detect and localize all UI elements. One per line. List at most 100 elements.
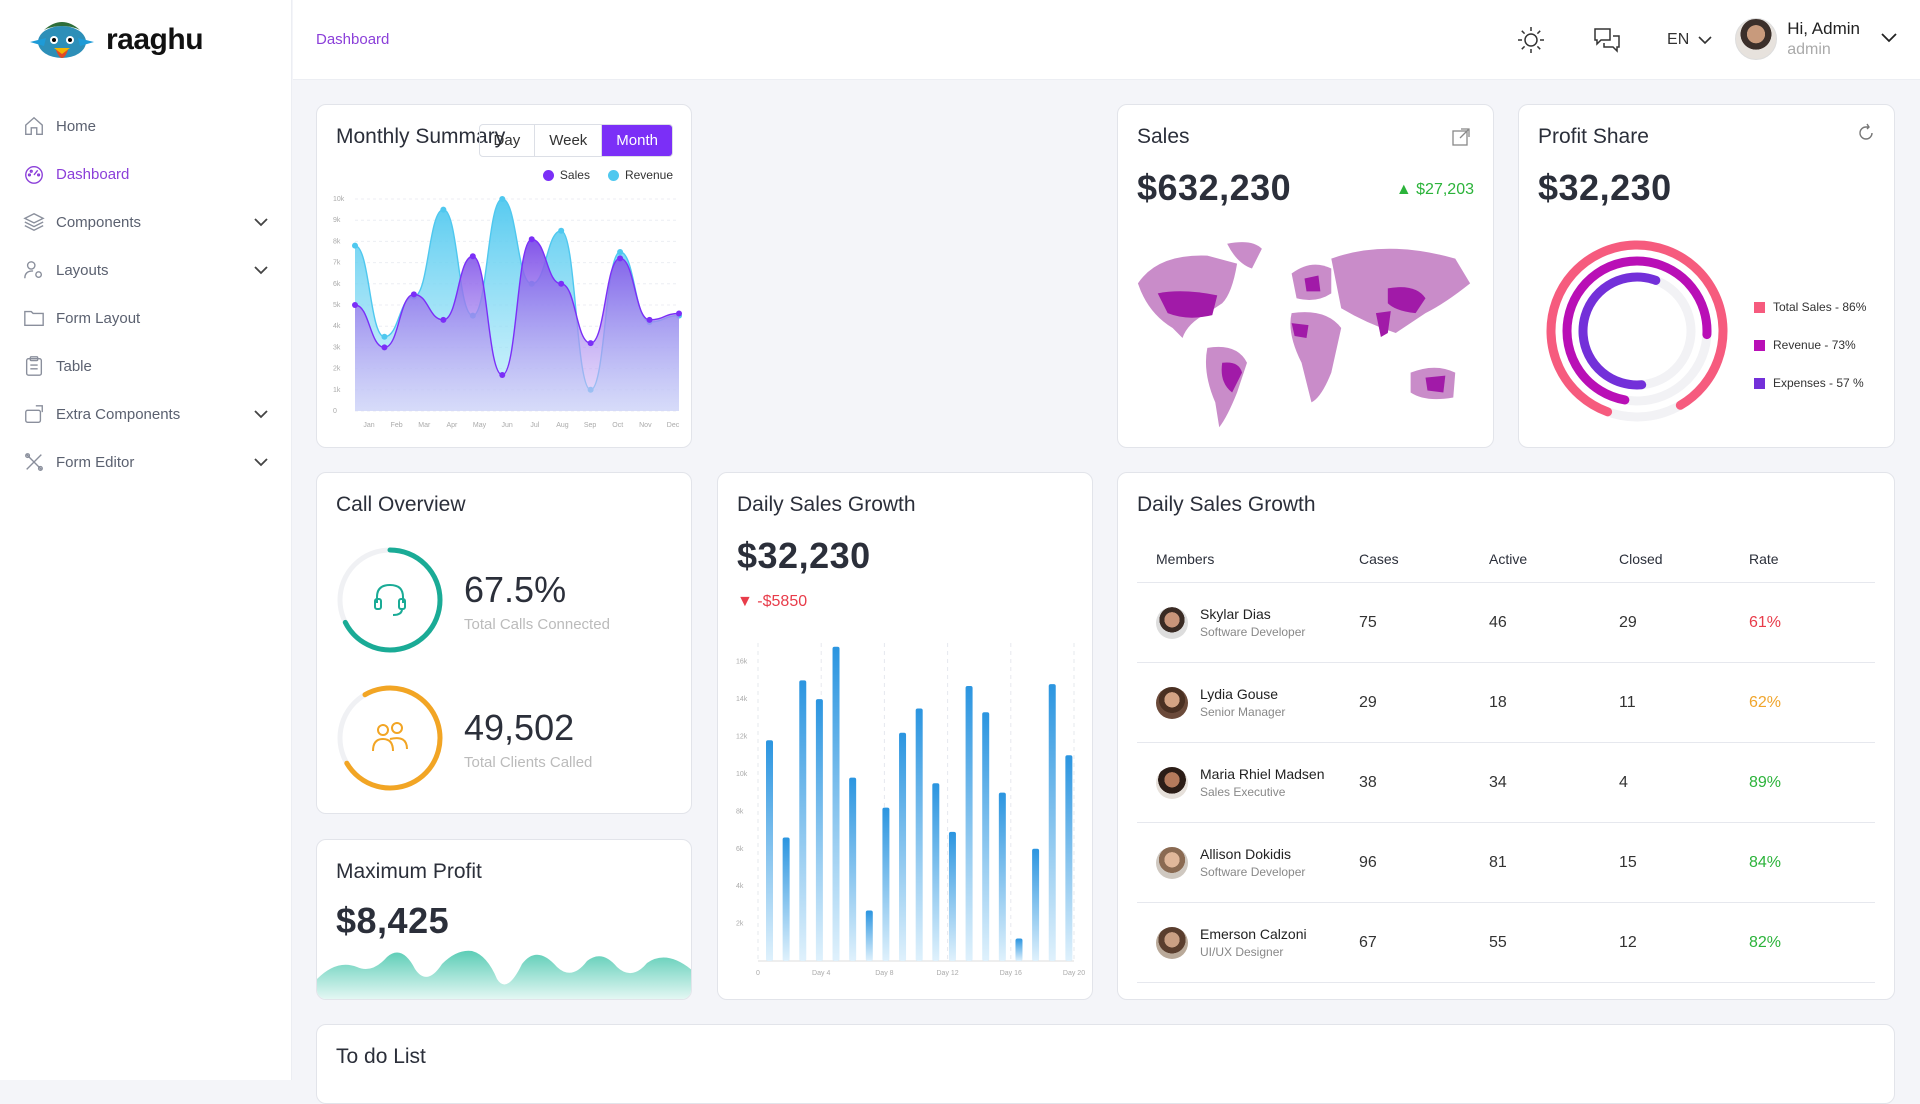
data-point xyxy=(617,249,624,255)
legend-sales[interactable]: Sales xyxy=(559,168,590,182)
y-tick-label: 2k xyxy=(333,366,341,373)
column-header[interactable]: Closed xyxy=(1619,550,1663,567)
sidebar-item-home[interactable]: Home xyxy=(0,102,291,150)
bar xyxy=(1065,755,1073,961)
period-day-button[interactable]: Day xyxy=(480,125,536,156)
chat-button[interactable] xyxy=(1569,0,1645,80)
user-menu[interactable]: Hi, Admin admin xyxy=(1735,18,1920,61)
chevron-down-icon[interactable] xyxy=(253,406,269,422)
bar xyxy=(815,699,823,961)
header-actions: EN Hi, Admin admin xyxy=(1493,0,1920,80)
series-area-sales xyxy=(355,239,679,411)
tools-icon xyxy=(22,450,46,474)
legend-expenses: Expenses - 57 % xyxy=(1773,376,1864,390)
box-icon xyxy=(22,402,46,426)
cases-cell: 96 xyxy=(1359,853,1377,871)
sidebar-item-table[interactable]: Table xyxy=(0,342,291,390)
sidebar-item-extra-components[interactable]: Extra Components xyxy=(0,390,291,438)
chevron-down-icon[interactable] xyxy=(253,262,269,278)
map-brazil xyxy=(1221,362,1243,393)
layers-icon xyxy=(22,210,46,234)
radial-legend: Total Sales - 86% Revenue - 73% Expenses… xyxy=(1754,288,1866,402)
table-row[interactable]: Skylar Dias Software Developer 75 46 29 6… xyxy=(1137,583,1875,663)
sidebar-item-label: Form Layout xyxy=(56,309,141,327)
card-title: Daily Sales Growth xyxy=(737,493,916,516)
sidebar-item-form-editor[interactable]: Form Editor xyxy=(0,438,291,486)
profit-share-card: Profit Share $32,230 Total Sales - 86% R… xyxy=(1518,104,1895,448)
card-title: Daily Sales Growth xyxy=(1137,493,1316,516)
calls-connected-label: Total Calls Connected xyxy=(464,616,610,633)
language-selector[interactable]: EN xyxy=(1645,31,1735,49)
brand[interactable]: raaghu xyxy=(0,0,291,80)
call-overview-card: Call Overview 67.5% Total Calls Connecte… xyxy=(316,472,692,814)
x-tick-label: Oct xyxy=(612,422,623,429)
table-row[interactable]: Allison Dokidis Software Developer 96 81 … xyxy=(1137,823,1875,903)
bar xyxy=(1032,848,1040,961)
down-arrow-icon: ▼ xyxy=(737,593,753,610)
legend-total-sales: Total Sales - 86% xyxy=(1773,300,1867,314)
profit-share-value: $32,230 xyxy=(1538,167,1672,208)
bar xyxy=(1015,938,1023,961)
table-row[interactable]: Lydia Gouse Senior Manager 29 18 11 62% xyxy=(1137,663,1875,743)
data-point xyxy=(558,227,565,234)
period-selector: Day Week Month xyxy=(478,124,673,157)
data-point xyxy=(499,371,506,378)
column-header[interactable]: Members xyxy=(1156,550,1215,567)
sidebar-item-form-layout[interactable]: Form Layout xyxy=(0,294,291,342)
dashboard-icon xyxy=(22,162,46,186)
x-tick-label: Nov xyxy=(639,422,652,429)
avatar xyxy=(1156,846,1188,879)
y-tick-label: 4k xyxy=(736,883,744,890)
period-month-button[interactable]: Month xyxy=(602,125,672,156)
period-week-button[interactable]: Week xyxy=(535,125,603,156)
y-tick-label: 8k xyxy=(736,808,744,815)
x-tick-label: Mar xyxy=(418,422,431,429)
member-role: Software Developer xyxy=(1200,865,1306,879)
chart-legend: Sales Revenue xyxy=(542,168,673,182)
chevron-down-icon[interactable] xyxy=(253,214,269,230)
breadcrumb[interactable]: Dashboard xyxy=(316,31,390,48)
table-row[interactable]: Maria Rhiel Madsen Sales Executive 38 34 … xyxy=(1137,743,1875,823)
user-greeting: Hi, Admin xyxy=(1787,19,1860,39)
sidebar-item-dashboard[interactable]: Dashboard xyxy=(0,150,291,198)
x-tick-label: Jun xyxy=(502,422,513,429)
rate-cell: 84% xyxy=(1749,853,1782,871)
y-tick-label: 6k xyxy=(736,846,744,853)
x-tick-label: Jul xyxy=(530,422,539,429)
map-usa xyxy=(1157,291,1218,318)
sidebar-item-label: Layouts xyxy=(56,261,109,279)
chevron-down-icon[interactable] xyxy=(253,454,269,470)
column-header[interactable]: Active xyxy=(1489,550,1528,567)
sidebar-item-components[interactable]: Components xyxy=(0,198,291,246)
legend-swatch xyxy=(542,169,554,181)
column-header[interactable]: Cases xyxy=(1359,550,1399,567)
active-cell: 55 xyxy=(1489,933,1507,951)
legend-swatch xyxy=(1754,340,1765,352)
closed-cell: 12 xyxy=(1619,933,1637,951)
card-title: Monthly Summary xyxy=(336,125,506,148)
data-point xyxy=(499,196,506,202)
profit-radial-chart xyxy=(1546,240,1728,422)
monthly-summary-card: Monthly Summary Day Week Month Sales Rev… xyxy=(316,104,692,448)
export-icon[interactable] xyxy=(1451,127,1471,147)
headset-icon xyxy=(374,583,406,616)
sidebar-item-layouts[interactable]: Layouts xyxy=(0,246,291,294)
chevron-down-icon[interactable] xyxy=(1880,28,1898,51)
column-header[interactable]: Rate xyxy=(1749,550,1779,567)
ring-2 xyxy=(1578,272,1696,390)
table-row[interactable]: Emerson Calzoni UI/UX Designer 67 55 12 8… xyxy=(1137,903,1875,983)
sidebar-item-label: Components xyxy=(56,213,142,231)
legend-revenue[interactable]: Revenue xyxy=(624,168,673,182)
todo-list-card: To do List xyxy=(316,1024,1895,1104)
chat-icon xyxy=(1594,27,1620,53)
cases-cell: 75 xyxy=(1359,613,1377,631)
up-arrow-icon: ▲ xyxy=(1395,181,1412,198)
x-tick-label: Day 8 xyxy=(875,970,893,977)
avatar[interactable] xyxy=(1735,18,1778,61)
calls-connected-value: 67.5% xyxy=(464,569,567,610)
active-cell: 81 xyxy=(1489,853,1507,871)
refresh-icon[interactable] xyxy=(1856,123,1876,143)
sidebar-item-label: Dashboard xyxy=(56,165,130,183)
theme-toggle-button[interactable] xyxy=(1493,0,1569,80)
data-point xyxy=(646,316,653,323)
